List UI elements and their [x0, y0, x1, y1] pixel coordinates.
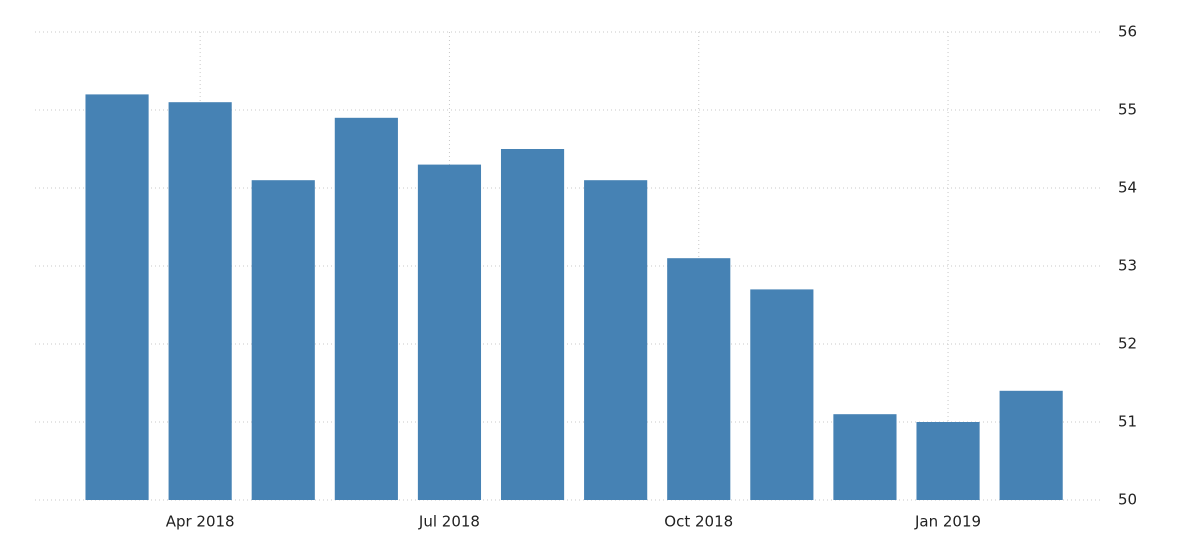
y-tick-label: 50 — [1118, 491, 1137, 509]
x-tick-label: Oct 2018 — [664, 513, 733, 531]
bar — [667, 258, 731, 500]
y-tick-label: 53 — [1118, 257, 1137, 275]
bar — [417, 164, 482, 500]
bar — [916, 422, 980, 500]
y-tick-label: 52 — [1118, 335, 1137, 353]
y-tick-label: 56 — [1118, 23, 1137, 41]
y-tick-label: 54 — [1118, 179, 1137, 197]
x-tick-label: Apr 2018 — [166, 513, 235, 531]
bar — [999, 390, 1063, 500]
y-tick-label: 55 — [1118, 101, 1137, 119]
bar — [584, 180, 648, 500]
y-tick-label: 51 — [1118, 413, 1137, 431]
x-tick-label: Jul 2018 — [418, 513, 480, 531]
bar — [500, 149, 565, 500]
bar — [168, 102, 232, 500]
bar — [334, 117, 398, 501]
bar — [85, 94, 149, 501]
x-tick-label: Jan 2019 — [914, 513, 981, 531]
bar — [251, 180, 315, 500]
bar — [833, 414, 897, 500]
bar — [750, 289, 814, 500]
